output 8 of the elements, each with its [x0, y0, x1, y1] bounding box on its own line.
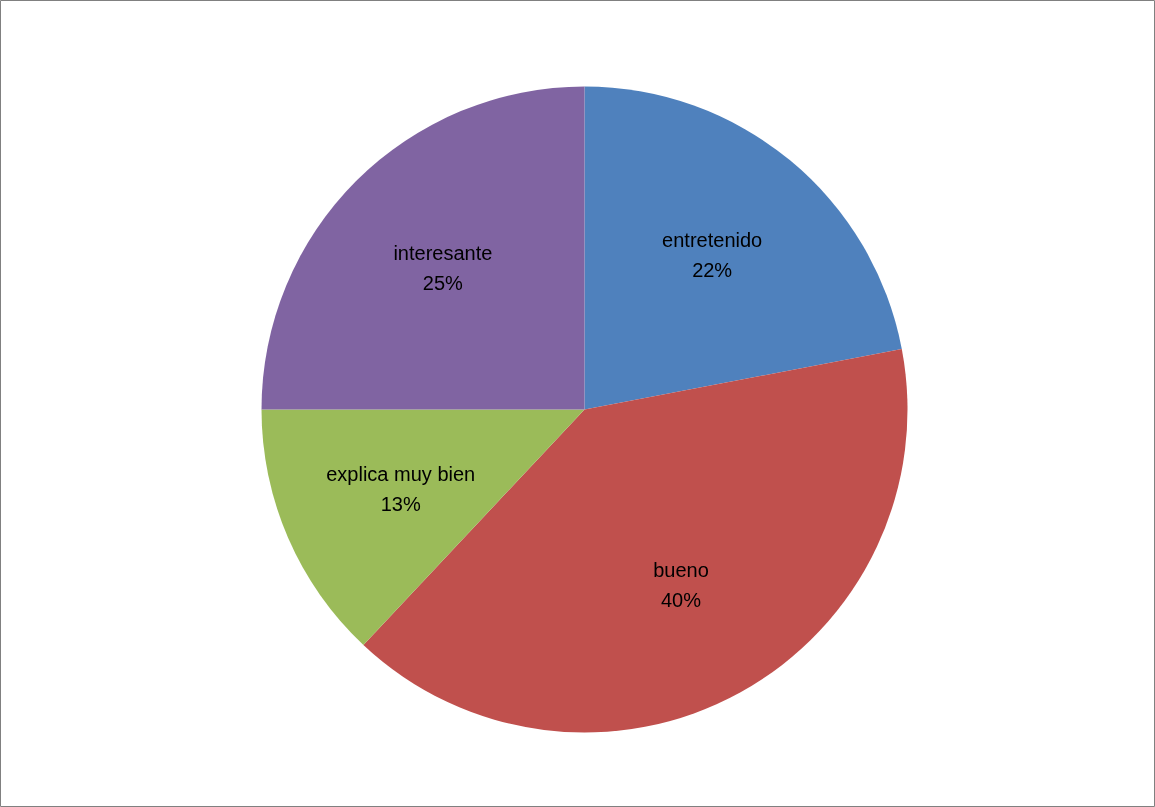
- slice-label: bueno: [653, 559, 709, 582]
- data-label: 40%: [660, 588, 702, 611]
- data-label: 13%: [380, 492, 421, 515]
- data-label: 25%: [422, 271, 464, 294]
- data-label: 22%: [692, 259, 733, 282]
- slice-label: interesante: [393, 242, 493, 265]
- slice-label: explica muy bien: [326, 463, 476, 486]
- slice-label: entretenido: [662, 229, 763, 252]
